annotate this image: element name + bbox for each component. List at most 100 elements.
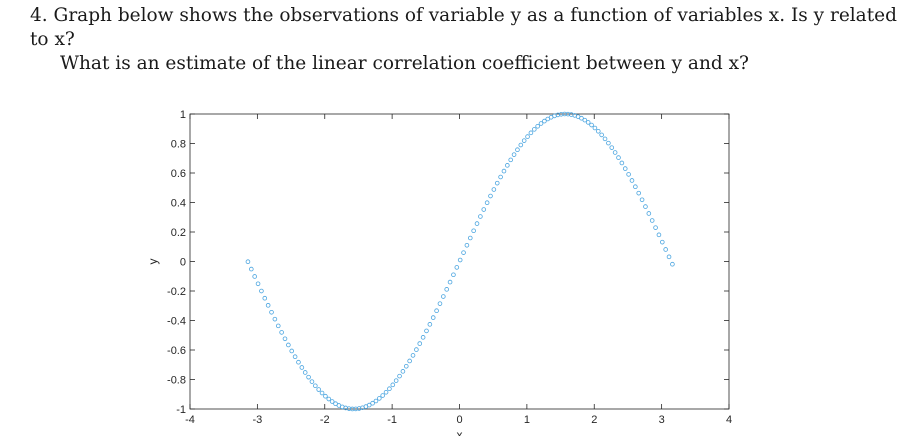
x-tick-label: 4 (726, 414, 732, 426)
x-tick-label: -4 (185, 414, 195, 426)
y-tick-label: 0 (180, 257, 186, 269)
data-point (643, 204, 648, 209)
data-point (403, 363, 409, 369)
x-axis-label: x (457, 428, 463, 436)
y-tick-label: -0.6 (167, 345, 186, 357)
data-point (444, 287, 449, 292)
data-point (494, 180, 500, 186)
data-point (636, 190, 642, 196)
question-line-1: 4. Graph below shows the observations of… (30, 4, 900, 52)
data-point (286, 342, 291, 348)
data-point (629, 178, 635, 183)
y-tick-label: -0.2 (167, 286, 186, 298)
data-point (319, 390, 325, 396)
data-point (582, 117, 588, 123)
data-point (400, 369, 406, 374)
data-point (420, 335, 426, 340)
data-point (461, 250, 466, 255)
data-point (309, 379, 315, 384)
y-tick-label: -0.4 (167, 316, 186, 328)
data-point (427, 322, 433, 327)
data-point (380, 393, 385, 398)
y-tick-label: 0.2 (171, 227, 186, 239)
data-point (249, 266, 254, 272)
data-point (505, 163, 510, 168)
data-point (467, 235, 473, 241)
data-point (346, 406, 352, 411)
data-point (457, 257, 463, 263)
data-point (579, 115, 584, 121)
data-point (518, 142, 524, 148)
data-point (562, 111, 567, 117)
data-point (245, 259, 251, 265)
data-point (511, 152, 517, 157)
x-tick-label: 2 (591, 414, 597, 426)
data-point (255, 281, 261, 287)
data-point (585, 120, 591, 125)
data-point (430, 315, 436, 320)
y-tick-label: -1 (176, 404, 186, 416)
data-point (558, 111, 564, 117)
data-point (606, 140, 611, 146)
data-point (649, 218, 655, 223)
data-point (306, 374, 311, 380)
data-point (488, 193, 493, 199)
data-point (417, 341, 423, 346)
x-tick-label: -3 (252, 414, 262, 426)
x-tick-label: 3 (659, 414, 665, 426)
data-point (269, 309, 274, 315)
data-point (595, 129, 601, 134)
data-point (329, 399, 335, 404)
data-point (454, 265, 460, 270)
data-point (424, 328, 429, 334)
data-point (313, 383, 318, 389)
y-tick-label: 0.8 (171, 139, 186, 151)
data-point (542, 118, 547, 124)
data-point (633, 184, 638, 190)
data-point (528, 130, 534, 136)
data-points (245, 111, 675, 412)
question-number: 4. (30, 5, 48, 26)
y-tick-label: -0.8 (167, 375, 186, 387)
data-point (464, 243, 470, 248)
data-point (323, 393, 328, 399)
data-point (377, 396, 382, 401)
data-point (498, 174, 503, 180)
data-point (478, 214, 483, 219)
data-point (275, 323, 281, 329)
data-point (350, 406, 355, 412)
data-point (451, 272, 456, 278)
data-point (474, 221, 480, 226)
data-point (653, 225, 658, 230)
data-point (538, 121, 544, 126)
data-point (646, 211, 652, 216)
data-point (370, 400, 375, 406)
data-point (414, 347, 419, 352)
data-point (259, 288, 264, 294)
data-point (663, 247, 668, 252)
data-point (265, 303, 271, 308)
data-point (397, 373, 402, 379)
data-point (609, 145, 615, 150)
data-point (252, 274, 257, 279)
y-axis-label: y (146, 259, 160, 265)
data-point (602, 136, 608, 142)
data-point (383, 389, 389, 395)
data-point (282, 336, 288, 342)
data-point (612, 150, 618, 155)
data-point (599, 132, 604, 138)
x-tick-label: -1 (387, 414, 397, 426)
x-tick-label: -2 (320, 414, 330, 426)
data-point (366, 402, 372, 408)
x-tick-label: 0 (456, 414, 462, 426)
data-point (289, 348, 295, 354)
data-point (501, 168, 507, 174)
data-point (437, 301, 443, 306)
question-text: 4. Graph below shows the observations of… (30, 4, 900, 76)
data-point (299, 365, 305, 370)
data-point (272, 316, 278, 322)
data-point (292, 354, 298, 360)
data-point (622, 166, 628, 171)
data-point (262, 295, 268, 301)
